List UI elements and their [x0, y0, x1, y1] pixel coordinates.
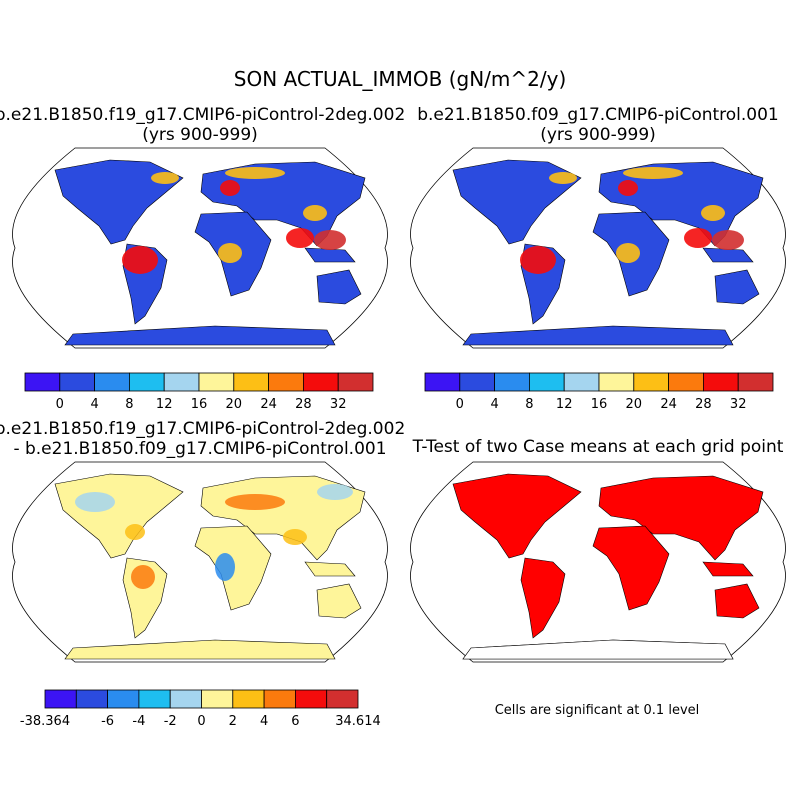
hotspot: [684, 228, 712, 248]
colorbar-box: [337, 372, 374, 392]
colorbar-label: -6: [101, 714, 114, 729]
diff-patch: [317, 484, 353, 500]
diff-patch: [283, 529, 307, 545]
colorbar-box: [633, 372, 669, 392]
map: [410, 461, 786, 663]
hotspot: [616, 243, 640, 263]
colorbar-box: [703, 372, 739, 392]
colorbar-box: [268, 372, 304, 392]
note: Cells are significant at 0.1 level: [495, 703, 700, 718]
colorbar-box: [75, 689, 109, 709]
colorbar-label: 4: [490, 397, 498, 412]
colorbar-label: -2: [164, 714, 177, 729]
colorbar-label: 8: [525, 397, 533, 412]
colorbar-label: 28: [295, 397, 312, 412]
colorbar-box: [24, 372, 61, 392]
hotspot: [549, 172, 577, 184]
colorbar-label: 32: [330, 397, 347, 412]
colorbar-box: [737, 372, 774, 392]
hotspot: [618, 180, 638, 196]
colorbar-label: 16: [591, 397, 608, 412]
colorbar-label: 12: [156, 397, 173, 412]
colorbar-box: [302, 372, 339, 392]
diff-patch: [215, 553, 235, 581]
antarctica: [462, 639, 734, 660]
colorbar-box: [44, 689, 77, 709]
hotspot: [701, 205, 725, 221]
panel-title: b.e21.B1850.f19_g17.CMIP6-piControl-2deg…: [0, 105, 405, 125]
colorbar-label: 20: [226, 397, 243, 412]
panel-title: (yrs 900-999): [540, 125, 656, 145]
hotspot: [122, 246, 158, 274]
hotspot: [218, 243, 242, 263]
colorbar-box: [598, 372, 635, 392]
colorbar-label: 16: [191, 397, 208, 412]
hotspot: [314, 230, 346, 250]
colorbar-box: [138, 689, 171, 709]
colorbar-label: 8: [125, 397, 133, 412]
colorbar-box: [263, 689, 296, 709]
map: [12, 461, 388, 663]
colorbar-label: 24: [660, 397, 677, 412]
diff-patch: [75, 492, 115, 512]
colorbar-box: [294, 689, 328, 709]
hotspot: [623, 167, 683, 179]
hotspot: [151, 172, 179, 184]
hotspot: [220, 180, 240, 196]
colorbar-box: [459, 372, 495, 392]
hotspot: [303, 205, 327, 221]
colorbar-box: [128, 372, 165, 392]
diff-patch: [225, 494, 285, 510]
colorbar-label: 12: [556, 397, 573, 412]
colorbar-box: [529, 372, 565, 392]
map: [12, 147, 388, 349]
figure-title: SON ACTUAL_IMMOB (gN/m^2/y): [234, 67, 567, 91]
colorbar-label: 34.614: [335, 714, 381, 729]
colorbar-label: -4: [132, 714, 145, 729]
hotspot: [286, 228, 314, 248]
colorbar-box: [563, 372, 600, 392]
colorbar-label: 28: [695, 397, 712, 412]
map: [410, 147, 786, 349]
panel-title: b.e21.B1850.f19_g17.CMIP6-piControl-2deg…: [0, 419, 405, 439]
colorbar-label: 6: [291, 714, 299, 729]
colorbar-box: [232, 689, 265, 709]
colorbar-label: 2: [229, 714, 237, 729]
colorbar-label: 32: [730, 397, 747, 412]
panel-title: (yrs 900-999): [142, 125, 258, 145]
hotspot: [712, 230, 744, 250]
colorbar-label: 0: [197, 714, 205, 729]
colorbar-box: [201, 689, 234, 709]
colorbar-box: [169, 689, 202, 709]
colorbar-label: 20: [626, 397, 643, 412]
colorbar-label: 0: [456, 397, 464, 412]
colorbar-box: [94, 372, 130, 392]
panel-title: b.e21.B1850.f09_g17.CMIP6-piControl.001: [417, 105, 779, 125]
colorbar-label: 4: [260, 714, 268, 729]
colorbar-box: [326, 689, 359, 709]
colorbar-box: [198, 372, 235, 392]
colorbar-box: [233, 372, 270, 392]
panel-title: - b.e21.B1850.f09_g17.CMIP6-piControl.00…: [13, 439, 386, 459]
colorbar-box: [107, 689, 140, 709]
hotspot: [225, 167, 285, 179]
panel-title: T-Test of two Case means at each grid po…: [412, 437, 784, 457]
colorbar-box: [163, 372, 200, 392]
colorbar-label: 0: [56, 397, 64, 412]
colorbar-box: [59, 372, 95, 392]
colorbar-box: [668, 372, 704, 392]
colorbar-label: -38.364: [20, 714, 70, 729]
colorbar-box: [424, 372, 461, 392]
colorbar-label: 24: [260, 397, 277, 412]
colorbar-label: 4: [90, 397, 98, 412]
colorbar-box: [494, 372, 530, 392]
hotspot: [520, 246, 556, 274]
diff-patch: [131, 565, 155, 589]
diff-patch: [125, 524, 145, 540]
